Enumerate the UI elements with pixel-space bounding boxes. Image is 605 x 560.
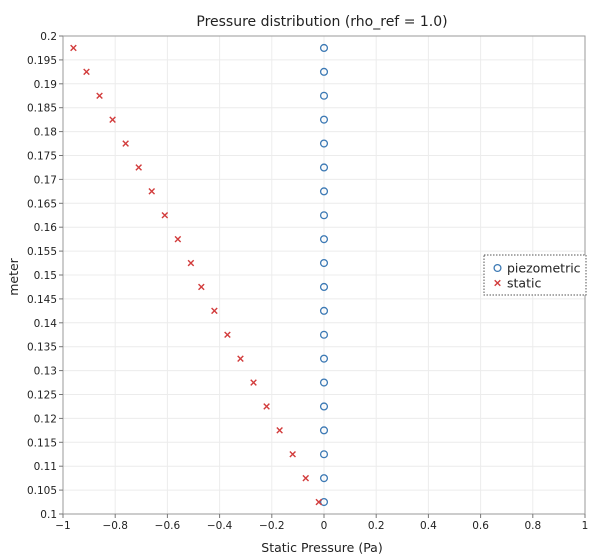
static-point — [276, 427, 283, 434]
x-tick-label: 0.4 — [420, 520, 437, 532]
piezometric-point — [319, 330, 329, 339]
piezometric-point — [319, 139, 329, 148]
static-point — [224, 331, 231, 339]
y-tick-label: 0.105 — [27, 485, 57, 497]
legend-box — [483, 254, 587, 296]
x-tick-label: 0 — [321, 520, 328, 532]
y-tick-label: 0.145 — [27, 294, 57, 306]
y-tick-label: 0.135 — [27, 342, 57, 354]
y-tick-label: 0.12 — [34, 413, 57, 425]
x-tick-label: 0.6 — [472, 520, 489, 532]
piezometric-point — [319, 474, 329, 483]
x-tick-label: −0.6 — [155, 520, 181, 532]
static-point — [161, 211, 169, 219]
static-point — [263, 403, 270, 410]
static-point — [187, 259, 195, 267]
static-point — [135, 164, 142, 171]
x-tick-label: 1 — [582, 520, 589, 532]
piezometric-point — [319, 43, 329, 52]
y-tick-label: 0.195 — [27, 55, 57, 67]
y-tick-label: 0.125 — [27, 390, 57, 402]
series-static — [70, 44, 323, 506]
y-tick-label: 0.175 — [27, 151, 57, 163]
piezometric-point — [319, 211, 329, 220]
y-tick-label: 0.11 — [34, 461, 57, 473]
legend-marker-piezometric — [493, 263, 502, 273]
piezometric-point — [319, 450, 329, 459]
y-tick-label: 0.17 — [34, 174, 57, 186]
piezometric-point — [319, 163, 329, 172]
static-point — [148, 188, 156, 195]
piezometric-point — [319, 378, 329, 387]
piezometric-point — [319, 115, 329, 124]
y-tick-label: 0.155 — [27, 246, 57, 258]
piezometric-point — [319, 235, 329, 244]
y-tick-label: 0.15 — [34, 270, 57, 282]
data-points — [70, 43, 329, 507]
piezometric-point — [319, 187, 329, 196]
y-tick-label: 0.16 — [34, 222, 58, 234]
legend-marker-static — [494, 279, 501, 287]
static-point — [83, 68, 90, 76]
y-tick-label: 0.13 — [34, 366, 57, 378]
static-point — [109, 116, 116, 123]
x-tick-label: −0.4 — [207, 520, 233, 532]
piezometric-point — [319, 426, 329, 435]
static-point — [174, 235, 182, 243]
x-tick-label: 0.8 — [524, 520, 541, 532]
series-piezometric — [319, 43, 329, 507]
static-point — [289, 450, 296, 458]
piezometric-point — [319, 258, 329, 268]
piezometric-point — [319, 91, 329, 100]
static-point — [211, 307, 218, 315]
y-tick-label: 0.115 — [27, 437, 57, 449]
static-point — [122, 140, 129, 147]
axis-ticks: −1 −0.8 −0.6 −0.4 −0.2 0 0.2 0.4 0.6 0.8 1 0.1 0.105… — [27, 31, 588, 532]
static-point — [237, 355, 244, 362]
piezometric-point — [319, 402, 329, 411]
y-tick-label: 0.14 — [34, 318, 58, 330]
piezometric-point — [319, 67, 329, 76]
piezometric-point — [319, 497, 329, 507]
y-tick-label: 0.185 — [27, 103, 57, 115]
x-tick-label: 0.2 — [368, 520, 385, 532]
piezometric-point — [319, 354, 329, 363]
chart-title: Pressure distribution (rho_ref = 1.0) — [196, 14, 447, 30]
piezometric-point — [319, 306, 329, 315]
static-point — [70, 44, 77, 52]
y-axis-label: meter — [6, 257, 21, 295]
x-tick-label: −0.8 — [102, 520, 128, 532]
y-tick-label: 0.1 — [40, 509, 57, 521]
static-point — [315, 498, 323, 506]
static-point — [302, 474, 310, 482]
legend-label-static: static — [507, 276, 541, 291]
piezometric-point — [319, 282, 329, 292]
y-tick-label: 0.18 — [34, 127, 57, 139]
legend: piezometric static — [483, 254, 587, 296]
x-tick-label: −0.2 — [259, 520, 285, 532]
legend-label-piezometric: piezometric — [507, 261, 581, 276]
y-tick-label: 0.165 — [27, 198, 57, 210]
x-tick-label: −1 — [55, 520, 70, 532]
static-point — [96, 92, 103, 100]
static-point — [250, 379, 257, 386]
x-axis-label: Static Pressure (Pa) — [261, 540, 382, 555]
y-tick-label: 0.2 — [40, 31, 57, 43]
y-tick-label: 0.19 — [34, 79, 57, 91]
static-point — [198, 283, 205, 291]
